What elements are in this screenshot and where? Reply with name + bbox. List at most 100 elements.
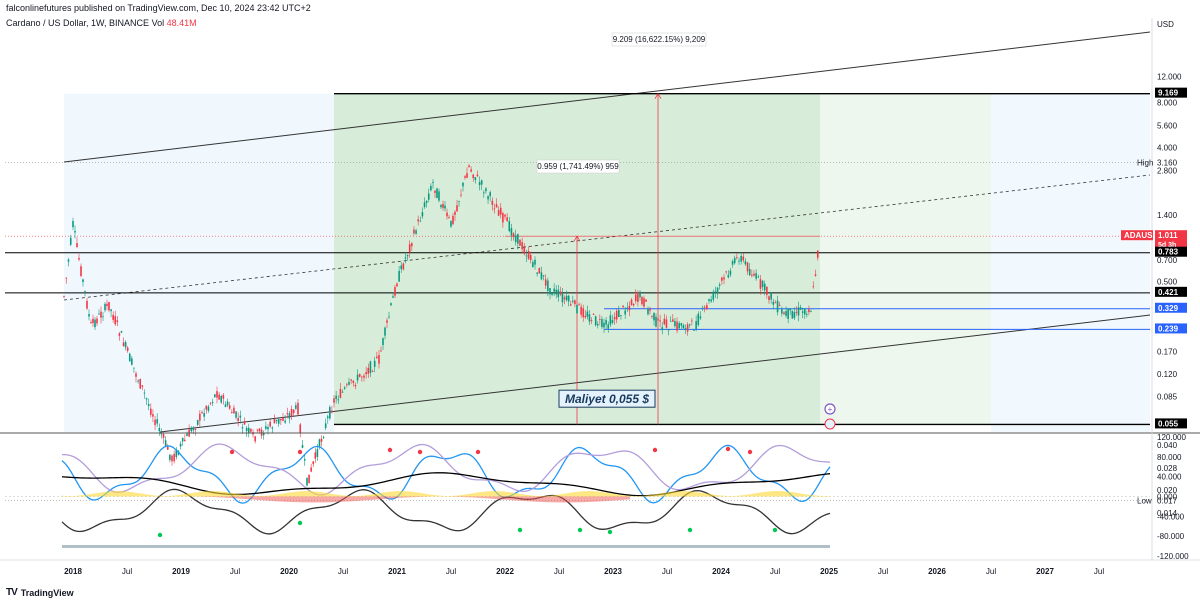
y-tick-label-12: 0.040	[1157, 441, 1178, 450]
candle-body	[557, 289, 560, 298]
ind-signal-dot-up	[577, 527, 583, 533]
x-tick-label-15: Jul	[878, 567, 888, 576]
candle-body	[306, 477, 308, 486]
candle-body	[622, 305, 624, 308]
candle-body	[480, 180, 483, 185]
candle-body	[318, 439, 321, 448]
candle-body	[122, 342, 125, 347]
candle-body	[388, 316, 390, 318]
x-tick-label-11: Jul	[662, 567, 672, 576]
candle-body	[544, 279, 547, 286]
candle-body	[162, 433, 165, 438]
candle-body	[797, 307, 800, 316]
ind-tick-label-1: 80.000	[1157, 453, 1182, 462]
ind-area-red	[180, 496, 630, 503]
candle-body	[404, 257, 407, 259]
candle-body	[723, 277, 725, 280]
candle-body	[247, 427, 250, 434]
cost-annotation-box	[558, 389, 656, 408]
price-label-box-5	[1155, 286, 1187, 297]
candle-body	[337, 399, 340, 401]
candle-body	[166, 445, 169, 450]
tradingview-logo-icon: TV	[6, 587, 18, 598]
candle-body	[63, 296, 65, 297]
candle-body	[94, 319, 96, 328]
ind-signal-dot-down	[747, 449, 753, 455]
candle-body	[553, 288, 555, 292]
candle-body	[220, 395, 223, 403]
price-label-box-3	[1155, 239, 1187, 250]
candle-body	[795, 311, 798, 313]
candle-body	[239, 415, 242, 418]
candle-body	[156, 419, 158, 424]
candle-body	[594, 316, 597, 326]
candle-body	[209, 402, 212, 404]
candle-body	[216, 391, 218, 398]
candle-body	[169, 454, 171, 460]
candle-body	[816, 250, 819, 258]
candle-body	[706, 305, 708, 309]
price-label-1: ADAUSD	[1124, 231, 1158, 240]
range-zone-right	[991, 93, 1150, 433]
candle-body	[423, 202, 426, 208]
candle-body	[90, 322, 92, 324]
ind-tick-label-3: 0.000	[1157, 493, 1178, 502]
ind-signal-dot-down	[652, 447, 658, 453]
x-tick-label-14: 2025	[820, 567, 838, 576]
x-tick-label-12: 2024	[712, 567, 730, 576]
candle-body	[721, 277, 723, 281]
candle-body	[421, 212, 424, 217]
candle-body	[740, 255, 742, 262]
candle-body	[547, 280, 549, 291]
event-icon	[824, 403, 836, 415]
candle-body	[442, 203, 444, 208]
candle-body	[686, 324, 689, 332]
candle-body	[688, 324, 691, 326]
candle-body	[460, 194, 462, 196]
range-zone-left	[64, 93, 334, 433]
candle-body	[727, 274, 730, 278]
candle-body	[432, 181, 434, 183]
candle-body	[280, 419, 282, 421]
candle-body	[663, 318, 666, 325]
ind-signal-dot-down	[417, 449, 423, 455]
candle-body	[483, 192, 485, 194]
candle-body	[538, 268, 541, 274]
candle-body	[495, 204, 498, 208]
candle-body	[258, 428, 261, 432]
candle-body	[408, 244, 411, 253]
candle-body	[448, 217, 450, 219]
channel-upper-line	[63, 31, 1151, 163]
price-label-box-0	[1155, 87, 1187, 98]
candle-body	[755, 273, 757, 279]
candle-body	[262, 432, 265, 436]
candle-body	[269, 421, 271, 427]
candle-body	[120, 331, 123, 333]
candle-body	[356, 374, 359, 381]
candle-body	[147, 404, 150, 407]
candle-body	[154, 419, 156, 426]
candle-body	[316, 449, 319, 457]
candle-body	[761, 280, 764, 288]
candle-body	[118, 333, 121, 336]
candle-body	[596, 324, 599, 326]
candle-body	[725, 271, 727, 273]
candle-body	[536, 272, 538, 274]
price-label-8: 0.055	[1158, 419, 1179, 428]
candle-body	[267, 427, 269, 430]
candle-body	[96, 318, 98, 324]
candle-body	[308, 474, 310, 484]
candle-body	[733, 257, 736, 264]
candle-body	[179, 443, 182, 447]
tradingview-brand[interactable]: TV TradingView	[6, 587, 74, 598]
candle-body	[504, 214, 506, 217]
candle-body	[565, 295, 568, 301]
candle-body	[601, 319, 603, 328]
candle-body	[637, 292, 639, 302]
candle-body	[527, 250, 530, 259]
measure-label-2: 0.959 (1,741.49%) 959	[537, 162, 619, 171]
price-label-box-2	[1155, 230, 1187, 241]
candle-body	[647, 308, 649, 315]
y-tick-label-14: 0.020	[1157, 486, 1178, 495]
